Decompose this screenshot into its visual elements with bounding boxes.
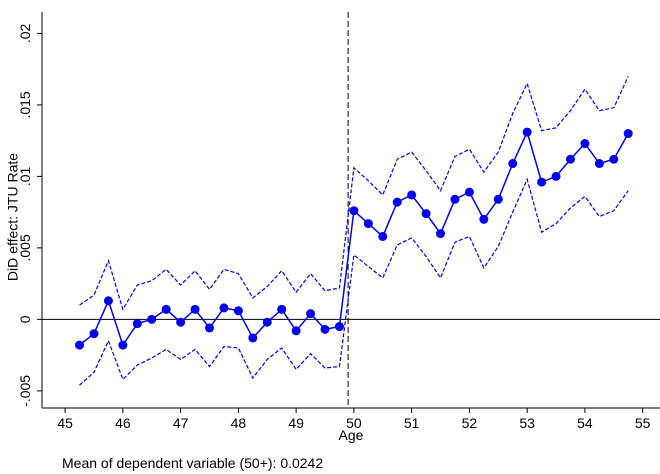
point xyxy=(176,317,186,327)
x-tick-label: 52 xyxy=(462,415,478,431)
x-tick-label: 54 xyxy=(577,415,593,431)
point xyxy=(291,326,301,336)
y-tick-label: .015 xyxy=(17,91,33,118)
x-tick-label: 49 xyxy=(288,415,304,431)
point xyxy=(103,296,113,306)
y-tick-label: 0 xyxy=(17,315,33,323)
ci-lower-line xyxy=(79,177,629,386)
y-tick-label: .01 xyxy=(17,166,33,186)
point xyxy=(161,304,171,314)
x-tick-label: 48 xyxy=(231,415,247,431)
point xyxy=(464,187,474,197)
point xyxy=(594,159,604,169)
point xyxy=(508,159,518,169)
y-tick-label: .02 xyxy=(17,24,33,44)
point xyxy=(89,329,99,339)
point xyxy=(320,324,330,334)
point xyxy=(623,129,633,139)
x-tick-label: 53 xyxy=(519,415,535,431)
point xyxy=(147,314,157,324)
point xyxy=(378,231,388,241)
y-tick-label: .005 xyxy=(17,234,33,261)
point xyxy=(349,206,359,216)
point xyxy=(306,309,316,319)
x-tick-label: 45 xyxy=(57,415,73,431)
ci-upper-line xyxy=(79,76,629,311)
point xyxy=(522,127,532,137)
point xyxy=(565,154,575,164)
y-axis-label: DiD effect: JTU Rate xyxy=(5,153,21,281)
point xyxy=(537,177,547,187)
point xyxy=(609,154,619,164)
x-tick-label: 51 xyxy=(404,415,420,431)
note: Mean of dependent variable (50+): 0.0242 xyxy=(62,455,323,471)
point xyxy=(190,304,200,314)
point xyxy=(233,306,243,316)
point xyxy=(479,214,489,224)
x-axis-label: Age xyxy=(339,427,364,443)
point xyxy=(334,322,344,332)
x-tick-label: 47 xyxy=(173,415,189,431)
point xyxy=(132,319,142,329)
x-tick-label: 50 xyxy=(346,415,362,431)
point xyxy=(363,219,373,229)
point xyxy=(436,229,446,239)
x-tick-label: 55 xyxy=(635,415,651,431)
point xyxy=(118,340,128,350)
point xyxy=(407,190,417,200)
point xyxy=(277,304,287,314)
point xyxy=(580,139,590,149)
point xyxy=(248,333,258,343)
point xyxy=(262,317,272,327)
point xyxy=(551,171,561,181)
point xyxy=(392,197,402,207)
point xyxy=(450,194,460,204)
point xyxy=(493,194,503,204)
estimate-line xyxy=(79,129,629,347)
point xyxy=(75,340,85,350)
y-tick-label: -.005 xyxy=(17,375,33,407)
point xyxy=(219,303,229,313)
point xyxy=(421,209,431,219)
point xyxy=(204,323,214,333)
x-tick-label: 46 xyxy=(115,415,131,431)
